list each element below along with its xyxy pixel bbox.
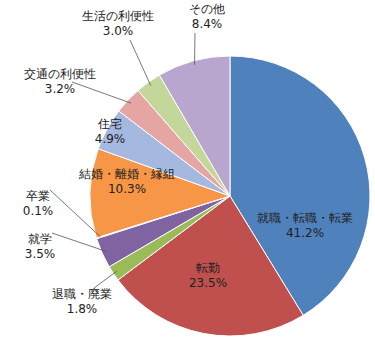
leader-line: [94, 271, 117, 288]
slice-value-label: 23.5%: [189, 276, 227, 290]
slice-label: その他: [189, 2, 225, 16]
slice-label: 転勤: [196, 261, 220, 275]
leader-line: [50, 190, 101, 237]
slice-label: 就職・転職・転業: [257, 211, 353, 225]
leader-line: [52, 233, 106, 251]
leader-line: [130, 40, 151, 86]
slice-value-label: 0.1%: [23, 204, 54, 218]
slice-label: 結婚・離婚・縁組: [78, 167, 175, 181]
leader-line: [194, 33, 195, 65]
slice-value-label: 4.9%: [95, 132, 126, 146]
slice-value-label: 3.5%: [25, 247, 56, 261]
slice-value-label: 1.8%: [67, 302, 98, 316]
slice-label: 住宅: [97, 117, 122, 131]
pie-chart: 就職・転職・転業41.2% 転勤23.5% 退職・廃業1.8% 就学3.5% 卒業0.1…: [0, 0, 375, 342]
slice-label: 交通の利便性: [24, 67, 96, 81]
slices: [90, 56, 370, 336]
slice-value-label: 3.2%: [45, 82, 76, 96]
slice-value-label: 10.3%: [108, 182, 146, 196]
chart-container: 就職・転職・転業41.2% 転勤23.5% 退職・廃業1.8% 就学3.5% 卒業0.1…: [0, 0, 375, 342]
slice-label: 生活の利便性: [82, 9, 154, 23]
slice-label: 卒業: [26, 189, 50, 203]
slice-label: 就学: [28, 232, 52, 246]
slice-value-label: 3.0%: [103, 24, 134, 38]
leader-line: [72, 82, 131, 103]
slice-label: 退職・廃業: [52, 287, 112, 301]
data-labels: 就職・転職・転業41.2% 転勤23.5% 退職・廃業1.8% 就学3.5% 卒業0.1…: [23, 2, 353, 316]
slice-value-label: 8.4%: [192, 17, 223, 31]
slice-value-label: 41.2%: [286, 226, 324, 240]
